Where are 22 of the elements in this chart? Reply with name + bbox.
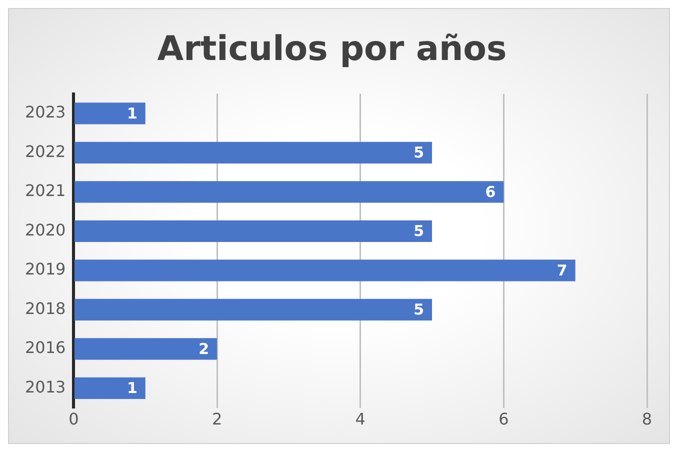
data-label: 5 (414, 300, 424, 319)
data-label: 1 (126, 104, 138, 122)
data-label: 7 (556, 261, 568, 280)
y-tick-label: 2013 (25, 377, 66, 396)
y-tick-label: 2021 (25, 181, 66, 200)
y-tick-label: 2018 (25, 298, 66, 318)
data-label: 5 (414, 222, 424, 240)
y-tick-label: 2023 (25, 102, 66, 122)
x-tick-label: 4 (355, 410, 366, 429)
x-tick-label: 0 (68, 410, 79, 429)
y-tick-label: 2022 (25, 142, 66, 161)
data-label: 6 (485, 182, 496, 201)
data-label: 5 (414, 144, 424, 162)
y-tick-label: 2019 (25, 260, 66, 279)
x-tick-label: 2 (212, 410, 222, 429)
data-label: 1 (126, 379, 138, 398)
y-tick-label: 2016 (25, 338, 66, 358)
chart-title: Articulos por años (157, 29, 507, 70)
x-tick-label: 8 (642, 410, 652, 429)
data-label: 2 (198, 340, 210, 358)
y-tick-label: 2020 (25, 220, 66, 240)
x-tick-label: 6 (498, 410, 509, 429)
